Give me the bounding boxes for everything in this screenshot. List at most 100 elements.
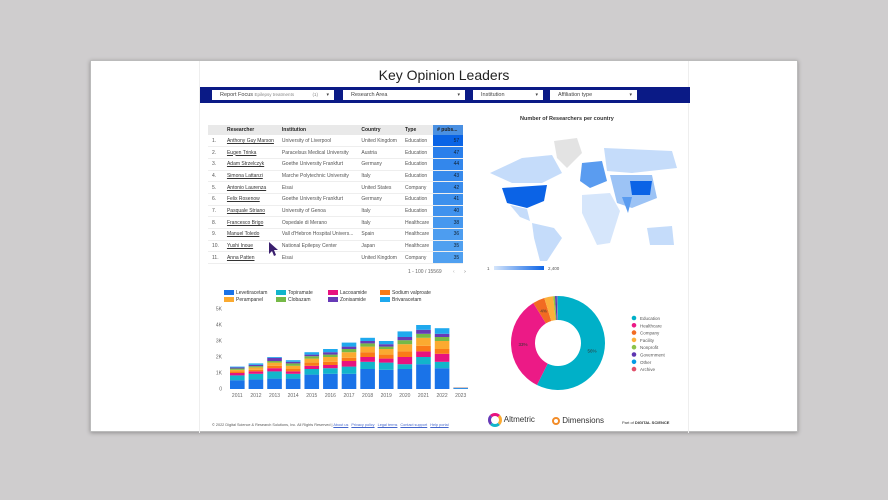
- filter-count: (1): [312, 92, 319, 97]
- table-row[interactable]: 1. Anthony Guy Marson University of Liverp…: [208, 135, 464, 148]
- affiliation-type-filter[interactable]: Affiliation type ▾: [550, 90, 637, 100]
- donut-slice[interactable]: [533, 298, 552, 324]
- research-area-filter[interactable]: Research Area ▾: [343, 90, 465, 100]
- table-row[interactable]: 4. Simona Lattanzi Marche Polytechnic Univ…: [208, 170, 464, 183]
- researcher-link[interactable]: Adam Strzelczyk: [222, 158, 278, 171]
- table-row[interactable]: 6. Felix Rosenow Goethe University Frankfu…: [208, 193, 464, 206]
- donut-slice[interactable]: [556, 296, 558, 321]
- pubs-count: 36: [433, 228, 464, 241]
- report-focus-filter[interactable]: Report Focus Epilepsy treatments (1) ▾: [212, 90, 334, 100]
- researcher-link[interactable]: Antonio Laurenza: [222, 181, 278, 194]
- footer-link[interactable]: Help portal: [430, 423, 449, 427]
- legend-item[interactable]: Topiramate: [276, 290, 328, 297]
- country: Italy: [357, 205, 401, 218]
- researcher-link[interactable]: Felix Rosenow: [222, 193, 278, 206]
- institution-filter[interactable]: Institution ▾: [473, 90, 543, 100]
- donut-slice[interactable]: [511, 303, 548, 386]
- bar-segment: [341, 373, 357, 389]
- table-row[interactable]: 2. Eugen Trinka Paracelsus Medical Univers…: [208, 146, 464, 159]
- bar-segment: [416, 351, 431, 357]
- legend-item[interactable]: Perampanel: [224, 297, 276, 304]
- map-canada: [490, 155, 562, 183]
- next-page-icon[interactable]: ›: [464, 269, 466, 275]
- donut-slice[interactable]: [536, 296, 605, 390]
- researcher-link[interactable]: Eugen Trinka: [222, 146, 278, 159]
- researcher-link[interactable]: Pasquale Striano: [222, 205, 278, 218]
- type: Education: [400, 193, 434, 206]
- footer-link[interactable]: Privacy policy: [351, 423, 375, 427]
- bar-segment: [304, 369, 320, 375]
- bar-segment: [416, 337, 431, 346]
- bar-segment: [453, 388, 468, 389]
- column-header[interactable]: # pubs...: [433, 125, 464, 135]
- prev-page-icon[interactable]: ‹: [453, 269, 455, 275]
- researcher-link[interactable]: Anthony Guy Marson: [222, 135, 278, 148]
- legend-label[interactable]: Company: [640, 331, 660, 336]
- bar-segment: [248, 369, 264, 372]
- altmetric-logo[interactable]: Altmetric: [488, 413, 535, 427]
- legend-label: Lacosamide: [340, 290, 367, 296]
- legend-item[interactable]: Brivaracetam: [380, 297, 432, 304]
- legend-item[interactable]: Lacosamide: [328, 290, 380, 297]
- researcher-link[interactable]: Simona Lattanzi: [222, 170, 278, 183]
- legend-label[interactable]: Government: [640, 353, 666, 358]
- column-header[interactable]: Country: [357, 125, 401, 135]
- stacked-bar-chart: 0 1K 2K 3K 4K 5K 2011 2012 2013 2014 2015 2016 2017 2…: [216, 307, 468, 399]
- legend-label[interactable]: Other: [640, 360, 652, 365]
- legend-item[interactable]: Sodium valproate: [380, 290, 432, 297]
- footer-link[interactable]: Contact support: [400, 423, 428, 427]
- dimensions-icon: [552, 416, 560, 425]
- country: Italy: [357, 216, 401, 229]
- column-header[interactable]: Researcher: [222, 125, 278, 135]
- bar-segment: [378, 349, 394, 355]
- y-tick-label: 0: [219, 387, 222, 393]
- dimensions-logo[interactable]: Dimensions: [552, 416, 604, 425]
- table-row[interactable]: 10. Yushi Inoue National Epilepsy Center Ja…: [208, 240, 464, 253]
- table-row[interactable]: 8. Francesco Brigo Ospedale di Merano Italy…: [208, 216, 464, 229]
- donut-slice[interactable]: [554, 296, 558, 321]
- legend-swatch: [631, 337, 637, 343]
- legend-label[interactable]: Education: [640, 316, 661, 321]
- x-tick-label: 2023: [455, 393, 466, 399]
- donut-slice[interactable]: [553, 296, 557, 321]
- institution: Eisai: [277, 251, 358, 265]
- bar-segment: [304, 362, 320, 366]
- row-number: 9.: [208, 228, 223, 241]
- legend-item[interactable]: Zonisamide: [328, 297, 380, 304]
- table-row[interactable]: 9. Manuel Toledo Vall d'Hebron Hospital Un…: [208, 228, 464, 241]
- column-header[interactable]: [208, 125, 223, 135]
- map-india: [622, 197, 632, 213]
- donut-slice[interactable]: [544, 296, 556, 322]
- table-row[interactable]: 11. Anna Patten Eisai United Kingdom Company…: [208, 251, 464, 265]
- map-russia: [604, 148, 677, 173]
- researcher-link[interactable]: Manuel Toledo: [222, 228, 278, 241]
- legend-item[interactable]: Levetiracetam: [224, 290, 276, 297]
- legend-label[interactable]: Facility: [640, 338, 655, 343]
- legend-item[interactable]: Clobazam: [276, 297, 328, 304]
- table-row[interactable]: 5. Antonio Laurenza Eisai United States Comp…: [208, 181, 464, 194]
- legend-label[interactable]: Healthcare: [640, 323, 662, 328]
- footer-link[interactable]: Legal terms: [377, 423, 398, 427]
- legend-label[interactable]: Nonprofit: [640, 345, 659, 350]
- world-map[interactable]: [482, 133, 682, 263]
- table-row[interactable]: 7. Pasquale Striano University of Genoa Ita…: [208, 205, 464, 218]
- column-header[interactable]: Type: [400, 125, 434, 135]
- footer-link[interactable]: About us: [333, 423, 349, 427]
- map-color-scale: [493, 266, 544, 270]
- footer: © 2022 Digital Science & Research Soluti…: [212, 423, 452, 427]
- row-number: 6.: [208, 193, 223, 206]
- researcher-link[interactable]: Yushi Inoue: [222, 240, 278, 253]
- researcher-link[interactable]: Francesco Brigo: [222, 216, 278, 229]
- x-tick-label: 2016: [325, 393, 336, 399]
- column-header[interactable]: Institution: [277, 125, 358, 135]
- legend-swatch: [631, 366, 637, 372]
- table-row[interactable]: 3. Adam Strzelczyk Goethe University Frank…: [208, 158, 464, 171]
- researcher-link[interactable]: Anna Patten: [222, 251, 278, 265]
- dashboard-card: Key Opinion Leaders Report Focus Epileps…: [90, 60, 798, 433]
- legend-label[interactable]: Archive: [640, 367, 656, 372]
- altmetric-ring-icon: [488, 413, 502, 427]
- map-greenland: [554, 138, 582, 168]
- map-south-america: [532, 223, 562, 261]
- filter-label: Affiliation type: [558, 92, 593, 98]
- country: Austria: [357, 146, 401, 159]
